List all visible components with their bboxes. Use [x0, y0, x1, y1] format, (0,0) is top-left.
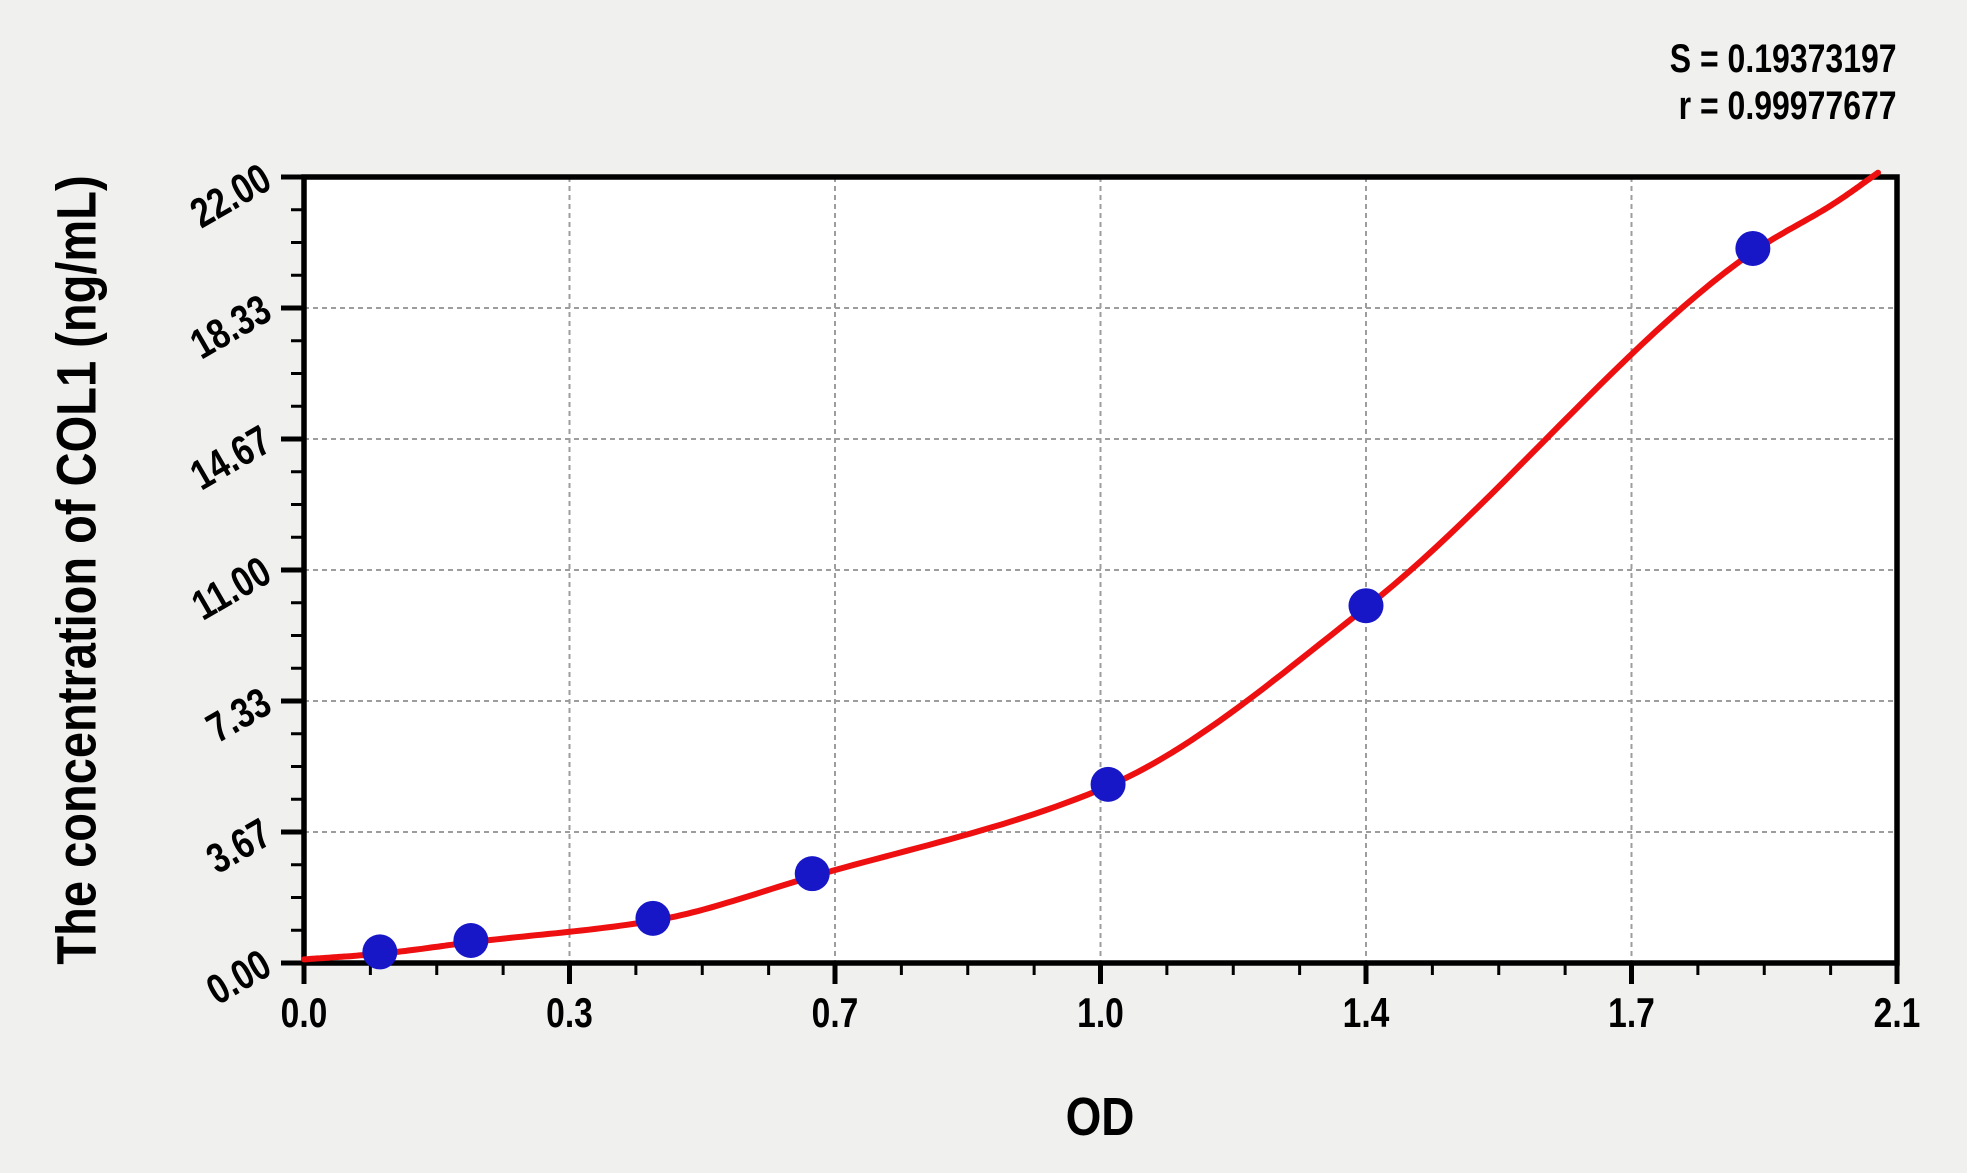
x-tick-label: 1.4 [1343, 991, 1390, 1037]
plot-border [301, 174, 1900, 966]
y-tick-label: 14.67 [183, 417, 279, 499]
y-tick-label: 3.67 [199, 810, 279, 883]
data-point [635, 900, 671, 936]
fit-statistics: S = 0.19373197 r = 0.99977677 [1670, 36, 1897, 130]
data-point [362, 934, 398, 970]
y-tick-label: 0.00 [199, 941, 279, 1014]
x-tick-label: 0.7 [812, 991, 859, 1037]
data-point [1735, 230, 1771, 266]
x-tick-label: 2.1 [1874, 991, 1921, 1037]
y-tick-label: 18.33 [183, 286, 279, 368]
s-value-text: S = 0.19373197 [1670, 37, 1897, 81]
data-point [1090, 766, 1126, 802]
y-axis-title: The concentration of COL1 (ng/mL) [44, 175, 108, 965]
x-tick-label: 1.0 [1077, 991, 1124, 1037]
data-point [794, 856, 830, 892]
y-tick-label: 11.00 [185, 548, 279, 629]
x-tick-label: 0.0 [281, 991, 328, 1037]
x-tick-label: 0.3 [546, 991, 593, 1037]
y-tick-label: 7.33 [199, 679, 279, 752]
x-axis-title: OD [1065, 1087, 1135, 1147]
data-point [1348, 588, 1384, 624]
fit-curve [301, 169, 1881, 963]
y-tick-label: 22.00 [183, 155, 279, 237]
data-point [453, 922, 489, 958]
x-tick-label: 1.7 [1608, 991, 1655, 1037]
r-value-text: r = 0.99977677 [1679, 84, 1897, 128]
